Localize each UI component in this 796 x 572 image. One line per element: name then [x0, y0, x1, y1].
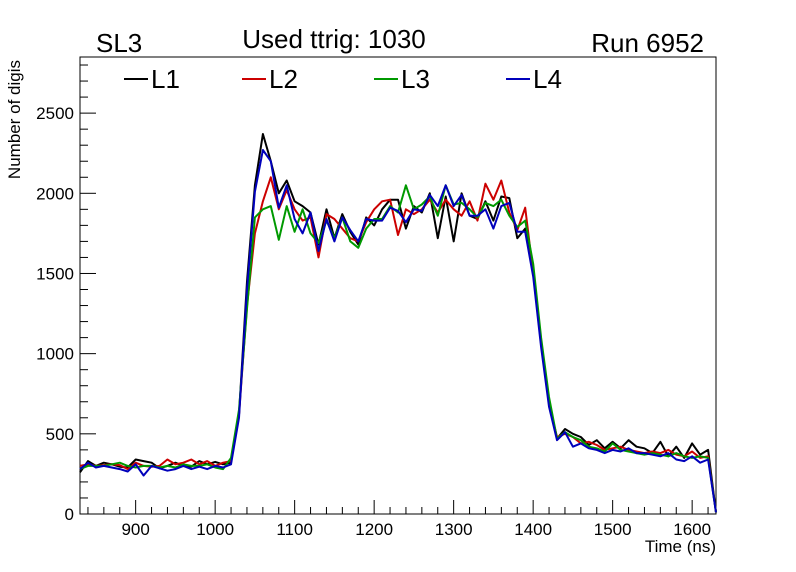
corner-left-label: SL3 [96, 28, 142, 58]
legend-label-l3: L3 [401, 64, 430, 94]
x-tick-label: 1500 [594, 520, 632, 539]
y-tick-label: 0 [65, 505, 74, 524]
y-axis-label: Number of digis [5, 60, 24, 179]
y-tick-label: 500 [46, 425, 74, 444]
series-line-l2 [79, 176, 717, 513]
legend: L1 L2 L3 L4 [124, 64, 562, 94]
legend-label-l1: L1 [151, 64, 180, 94]
x-axis-label: Time (ns) [645, 537, 716, 556]
legend-label-l2: L2 [269, 64, 298, 94]
x-tick-label: 1000 [196, 520, 234, 539]
corner-right-label: Run 6952 [591, 28, 704, 58]
x-tick-label: 1300 [435, 520, 473, 539]
y-tick-label: 2000 [36, 184, 74, 203]
y-axis: 0 500 1000 1500 2000 2500 [36, 64, 96, 524]
plot-frame [79, 56, 717, 515]
series-group [79, 133, 717, 513]
y-tick-label: 2500 [36, 104, 74, 123]
x-tick-label: 1600 [673, 520, 711, 539]
legend-label-l4: L4 [533, 64, 562, 94]
y-tick-label: 1500 [36, 264, 74, 283]
series-line-l1 [79, 133, 717, 513]
x-axis: 900 1000 1100 1200 1300 1400 1500 1600 [87, 500, 711, 539]
y-tick-label: 1000 [36, 345, 74, 364]
x-tick-label: 1400 [514, 520, 552, 539]
series-line-l4 [79, 149, 717, 513]
x-tick-label: 1100 [276, 520, 313, 539]
x-tick-label: 900 [121, 520, 149, 539]
chart-title: Used ttrig: 1030 [242, 24, 426, 54]
x-tick-label: 1200 [355, 520, 393, 539]
